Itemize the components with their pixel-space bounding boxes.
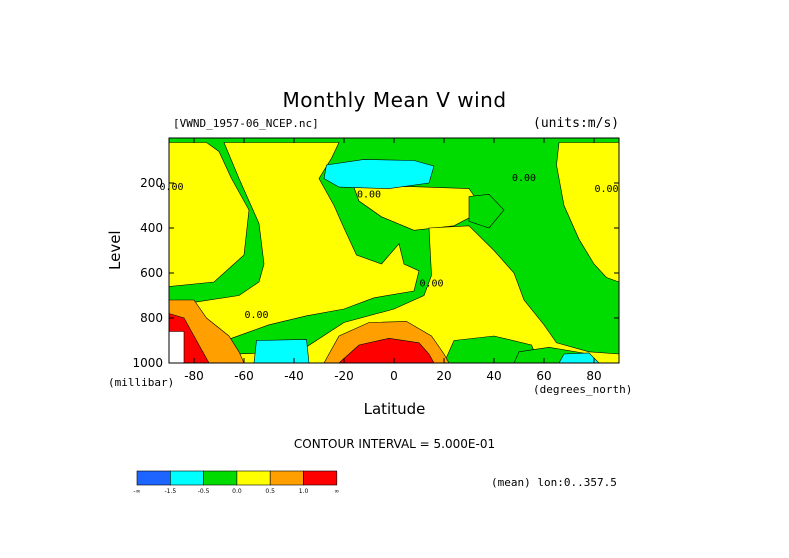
contour-region-10: [323, 159, 435, 189]
colorbar-swatch-1: [170, 470, 204, 486]
colorbar: -∞ -1.5 -0.5 0.0 0.5 1.0 ∞: [133, 470, 339, 495]
mean-note: (mean) lon:0..357.5: [491, 476, 617, 489]
x-tick-label-0: -80: [184, 369, 204, 383]
x-tick-label-4: 0: [390, 369, 398, 383]
contour-region-2: [168, 142, 420, 364]
colorbar-label-0: -∞: [133, 488, 140, 495]
x-tick-label-3: -20: [334, 369, 354, 383]
contour-interval-text: CONTOUR INTERVAL = 5.000E-01: [293, 437, 496, 451]
contour-label-5: 0.00: [594, 184, 618, 195]
colorbar-swatch-2: [203, 470, 238, 486]
x-tick-label-2: -40: [284, 369, 304, 383]
colorbar-label-2: -0.5: [198, 488, 210, 495]
colorbar-swatch-4: [269, 470, 304, 486]
contour-region-6: [468, 193, 505, 229]
contour-region-11: [253, 339, 310, 364]
contour-label-1: 0.00: [159, 182, 183, 193]
x-axis-label: Latitude: [363, 400, 426, 418]
units-label: (units:m/s): [533, 116, 620, 131]
contour-label-4: 0.00: [512, 173, 536, 184]
x-tick-label-7: 60: [536, 369, 551, 383]
y-tick-label-1: 400: [140, 221, 163, 235]
x-axis-unit: (degrees_north): [533, 383, 633, 396]
contour-label-3: 0.00: [419, 279, 443, 290]
contour-label-0: 0.00: [357, 190, 381, 201]
y-tick-label-2: 600: [140, 266, 163, 280]
x-tick-label-6: 40: [486, 369, 501, 383]
y-tick-label-4: 1000: [132, 356, 163, 370]
colorbar-label-1: -1.5: [164, 488, 176, 495]
colorbar-label-5: 1.0: [299, 488, 309, 495]
contour-label-2: 0.00: [244, 310, 268, 321]
colorbar-label-6: ∞: [334, 488, 339, 495]
colorbar-swatch-0: [136, 470, 171, 486]
x-tick-label-5: 20: [436, 369, 451, 383]
y-axis-label: Level: [106, 230, 124, 270]
x-tick-label-1: -60: [234, 369, 254, 383]
y-tick-label-3: 800: [140, 311, 163, 325]
contour-region-17: [168, 331, 185, 364]
colorbar-swatch-3: [236, 470, 271, 486]
contour-region-3: [353, 186, 485, 231]
colorbar-swatch-5: [303, 470, 338, 486]
dataset-label: [VWND_1957-06_NCEP.nc]: [173, 117, 319, 130]
contour-label-layer: 0.00 0.00 0.00 0.00 0.00 0.00: [159, 173, 618, 321]
axis-ticks-layer: -80 -60 -40 -20 0 20 40 60 80 200 400 600 800 1000: [132, 138, 619, 383]
chart-title: Monthly Mean V wind: [282, 88, 507, 112]
colorbar-label-3: 0.0: [232, 488, 242, 495]
colorbar-label-4: 0.5: [265, 488, 275, 495]
contour-region-1: [168, 142, 250, 287]
contour-fill-layer: [168, 137, 620, 364]
y-axis-unit: (millibar): [108, 376, 175, 389]
y-tick-label-0: 200: [140, 176, 163, 190]
x-tick-label-8: 80: [586, 369, 601, 383]
